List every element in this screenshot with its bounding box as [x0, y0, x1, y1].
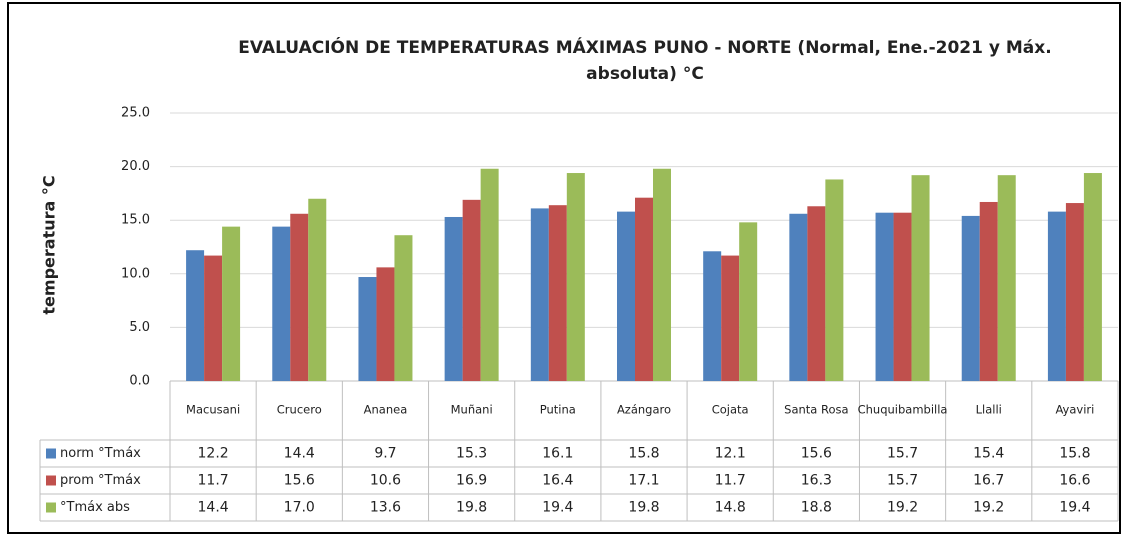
bar — [462, 199, 481, 381]
bar — [548, 205, 567, 381]
bar — [997, 175, 1016, 381]
bar — [394, 235, 413, 381]
legend-label: prom °Tmáx — [60, 473, 141, 488]
y-tick-label: 10.0 — [121, 266, 150, 281]
x-tick-label: Cojata — [712, 403, 749, 417]
table-value: 15.7 — [887, 473, 918, 489]
bar — [186, 250, 205, 381]
bar — [875, 212, 894, 381]
x-tick-label: Putina — [540, 403, 576, 417]
table-value: 10.6 — [370, 473, 401, 489]
bar — [566, 173, 585, 381]
legend-key — [46, 475, 56, 486]
table-value: 14.4 — [198, 500, 229, 516]
bar — [204, 255, 223, 381]
bar — [444, 216, 463, 381]
x-tick-label: Santa Rosa — [784, 403, 848, 417]
y-axis-label: temperatura °C — [40, 175, 59, 314]
table-value: 12.1 — [715, 446, 746, 462]
table-value: 16.6 — [1059, 473, 1090, 489]
bar — [825, 179, 844, 381]
table-value: 15.3 — [456, 446, 487, 462]
y-tick-label: 20.0 — [121, 159, 150, 174]
table-value: 15.4 — [973, 446, 1004, 462]
x-tick-label: Macusani — [186, 403, 240, 417]
x-tick-label: Crucero — [277, 403, 322, 417]
table-value: 9.7 — [374, 446, 396, 462]
bar — [222, 226, 241, 381]
x-tick-label: Azángaro — [617, 403, 671, 417]
x-tick-label: Muñani — [451, 403, 493, 417]
bar — [911, 175, 930, 381]
bar — [703, 251, 722, 381]
table-value: 19.2 — [973, 500, 1004, 516]
y-tick-label: 0.0 — [129, 374, 150, 389]
table-value: 15.6 — [284, 473, 315, 489]
bar — [1083, 173, 1102, 381]
y-tick-label: 25.0 — [121, 106, 150, 121]
bar — [961, 215, 980, 381]
bar — [1047, 211, 1066, 381]
bar — [893, 212, 912, 381]
y-tick-label: 15.0 — [121, 213, 150, 228]
table-value: 14.4 — [284, 446, 315, 462]
y-tick-label: 5.0 — [129, 320, 150, 335]
legend-key — [46, 448, 56, 459]
table-value: 15.7 — [887, 446, 918, 462]
bar — [739, 222, 758, 381]
legend-key — [46, 502, 56, 513]
table-value: 19.8 — [628, 500, 659, 516]
table-value: 16.4 — [542, 473, 573, 489]
table-value: 19.4 — [1059, 500, 1090, 516]
bar — [617, 211, 635, 381]
table-value: 12.2 — [198, 446, 229, 462]
table-value: 15.6 — [801, 446, 832, 462]
table-value: 19.2 — [887, 500, 918, 516]
table-value: 15.8 — [628, 446, 659, 462]
bar — [789, 213, 808, 381]
table-value: 16.9 — [456, 473, 487, 489]
bar — [272, 226, 291, 381]
chart-title: EVALUACIÓN DE TEMPERATURAS MÁXIMAS PUNO … — [238, 36, 1051, 84]
table-value: 19.4 — [542, 500, 573, 516]
bar — [1065, 203, 1084, 381]
bar — [530, 208, 549, 381]
x-tick-label: Chuquibambilla — [858, 403, 948, 417]
table-value: 19.8 — [456, 500, 487, 516]
legend-label: °Tmáx abs — [60, 500, 130, 515]
legend-label: norm °Tmáx — [60, 446, 141, 461]
table-value: 15.8 — [1059, 446, 1090, 462]
table-value: 16.7 — [973, 473, 1004, 489]
bar — [480, 168, 499, 381]
table-value: 17.1 — [628, 473, 659, 489]
x-tick-label: Llalli — [976, 403, 1002, 417]
bar — [979, 201, 998, 381]
bar — [807, 206, 826, 381]
bar — [358, 277, 377, 381]
bar — [376, 267, 395, 381]
x-tick-label: Ayaviri — [1055, 403, 1094, 417]
bar — [721, 255, 740, 381]
bar — [308, 198, 327, 381]
table-value: 18.8 — [801, 500, 832, 516]
bar — [635, 197, 653, 381]
bar — [653, 168, 671, 381]
table-value: 11.7 — [715, 473, 746, 489]
x-tick-label: Ananea — [364, 403, 408, 417]
table-value: 16.1 — [542, 446, 573, 462]
table-value: 17.0 — [284, 500, 315, 516]
bar — [290, 213, 309, 381]
table-value: 16.3 — [801, 473, 832, 489]
table-value: 14.8 — [715, 500, 746, 516]
table-value: 11.7 — [198, 473, 229, 489]
table-value: 13.6 — [370, 500, 401, 516]
